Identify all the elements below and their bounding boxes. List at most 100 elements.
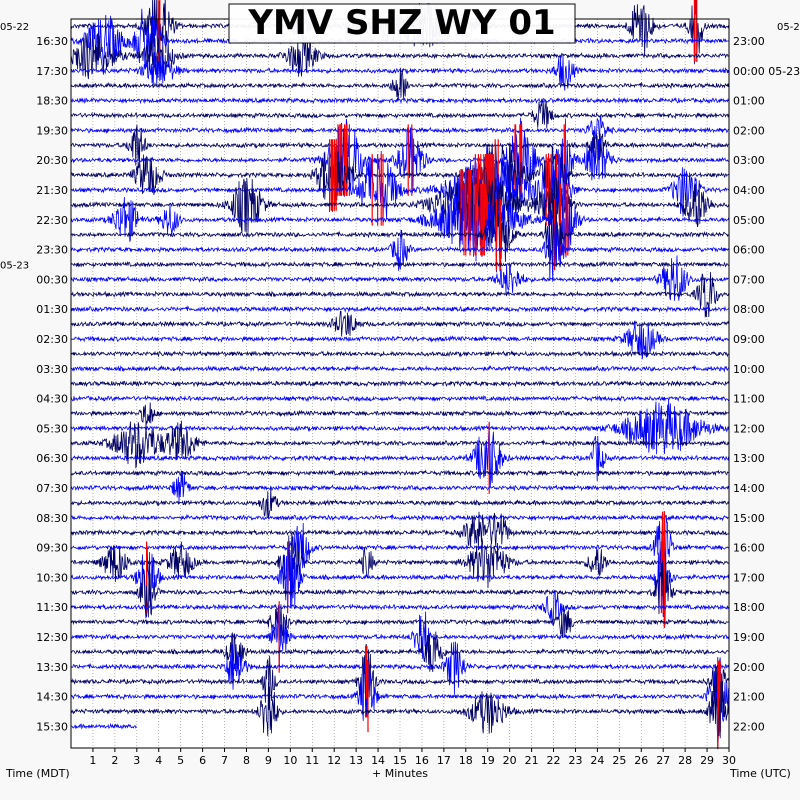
x-tick-label: 14 [371, 754, 385, 767]
x-tick-label: 26 [634, 754, 648, 767]
trace-row [70, 117, 729, 202]
seismic-traces [70, 0, 729, 750]
x-tick-label: 6 [199, 754, 206, 767]
right-time-label: 14:00 [733, 482, 765, 495]
trace-row [70, 320, 729, 360]
trace-row [70, 221, 729, 282]
right-date-label: 05-2 [777, 22, 800, 33]
trace-row [70, 511, 729, 577]
trace-row [70, 643, 729, 707]
trace-row [70, 469, 729, 477]
x-tick-label: 25 [612, 754, 626, 767]
left-time-label: 19:30 [36, 124, 68, 137]
trace-row [70, 562, 729, 627]
trace-row [70, 52, 729, 91]
right-time-label: 16:00 [733, 542, 765, 555]
left-time-label: 23:30 [36, 244, 68, 257]
x-tick-label: 5 [177, 754, 184, 767]
right-time-label: 23:00 [733, 35, 765, 48]
left-time-labels: 16:30 17:30 18:30 19:30 20:30 21:30 22:30 23:30… [0, 22, 68, 733]
x-tick-label: 16 [415, 754, 429, 767]
left-date-label: 05-22 [0, 22, 29, 33]
right-time-label: 01:00 [733, 95, 765, 108]
x-tick-label: 4 [155, 754, 162, 767]
left-time-label: 18:30 [36, 95, 68, 108]
trace-row [70, 196, 729, 273]
left-time-label: 17:30 [36, 65, 68, 78]
right-time-label: 22:00 [733, 720, 765, 733]
left-time-label: 03:30 [36, 363, 68, 376]
trace-row [70, 513, 729, 522]
x-tick-label: 24 [590, 754, 604, 767]
trace-row [70, 611, 729, 671]
left-time-label: 10:30 [36, 571, 68, 584]
right-time-label: 03:00 [733, 154, 765, 167]
right-time-label: 09:00 [733, 333, 765, 346]
trace-row [70, 394, 729, 403]
left-time-label: 06:30 [36, 452, 68, 465]
right-time-label: 13:00 [733, 452, 765, 465]
trace-row [70, 402, 729, 427]
x-tick-label: 12 [327, 754, 341, 767]
left-time-label: 13:30 [36, 661, 68, 674]
trace-row [70, 604, 729, 641]
right-time-label: 06:00 [733, 244, 765, 257]
trace-row [70, 138, 729, 214]
trace-row [70, 350, 729, 358]
x-tick-label: 7 [221, 754, 228, 767]
right-time-label: 20:00 [733, 661, 765, 674]
right-time-label: 21:00 [733, 691, 765, 704]
x-axis-ticks: 1 2 3 4 5 6 7 8 9 10 11 12 13 14 15 16 17 18 19 20 21 22 23 24 2… [89, 748, 736, 767]
x-tick-label: 30 [722, 754, 736, 767]
left-time-label: 02:30 [36, 333, 68, 346]
x-axis-label: + Minutes [372, 767, 428, 780]
chart-title: YMV SHZ WY 01 [247, 3, 555, 43]
left-time-label: 12:30 [36, 631, 68, 644]
right-time-label: 11:00 [733, 393, 765, 406]
trace-row [70, 178, 729, 262]
trace-row [71, 420, 729, 469]
x-tick-label: 10 [283, 754, 297, 767]
x-tick-label: 9 [265, 754, 272, 767]
trace-row [70, 124, 729, 166]
left-time-label: 15:30 [36, 720, 68, 733]
left-time-label: 22:30 [36, 214, 68, 227]
trace-row [70, 96, 729, 105]
left-date-label: 05-23 [0, 260, 29, 271]
right-time-label: 08:00 [733, 303, 765, 316]
left-time-label: 09:30 [36, 542, 68, 555]
x-tick-label: 23 [568, 754, 582, 767]
trace-row [70, 421, 729, 486]
x-tick-label: 19 [481, 754, 495, 767]
trace-row [70, 166, 729, 246]
x-tick-label: 18 [459, 754, 473, 767]
right-axis-label: Time (UTC) [729, 767, 791, 780]
trace-row [70, 271, 729, 318]
x-tick-label: 15 [393, 754, 407, 767]
trace-row [70, 470, 729, 503]
right-time-label: 12:00 [733, 422, 765, 435]
trace-row [70, 380, 729, 388]
left-time-label: 05:30 [36, 422, 68, 435]
trace-row [70, 722, 137, 730]
trace-row [70, 657, 729, 737]
right-time-label: 17:00 [733, 571, 765, 584]
trace-row [70, 487, 729, 519]
x-tick-label: 8 [243, 754, 250, 767]
x-tick-label: 13 [349, 754, 363, 767]
right-time-label: 19:00 [733, 631, 765, 644]
trace-row [70, 147, 729, 231]
x-tick-label: 11 [305, 754, 319, 767]
right-time-label: 07:00 [733, 273, 765, 286]
right-time-labels: 23:00 00:00 05-23 01:00 02:00 03:00 04:00 05:0… [733, 22, 800, 733]
left-time-label: 07:30 [36, 482, 68, 495]
x-tick-label: 22 [547, 754, 561, 767]
trace-row [70, 67, 729, 102]
right-time-label: 15:00 [733, 512, 765, 525]
x-tick-label: 21 [525, 754, 539, 767]
left-time-label: 01:30 [36, 303, 68, 316]
trace-row [70, 590, 729, 626]
x-tick-label: 1 [89, 754, 96, 767]
x-tick-label: 28 [678, 754, 692, 767]
